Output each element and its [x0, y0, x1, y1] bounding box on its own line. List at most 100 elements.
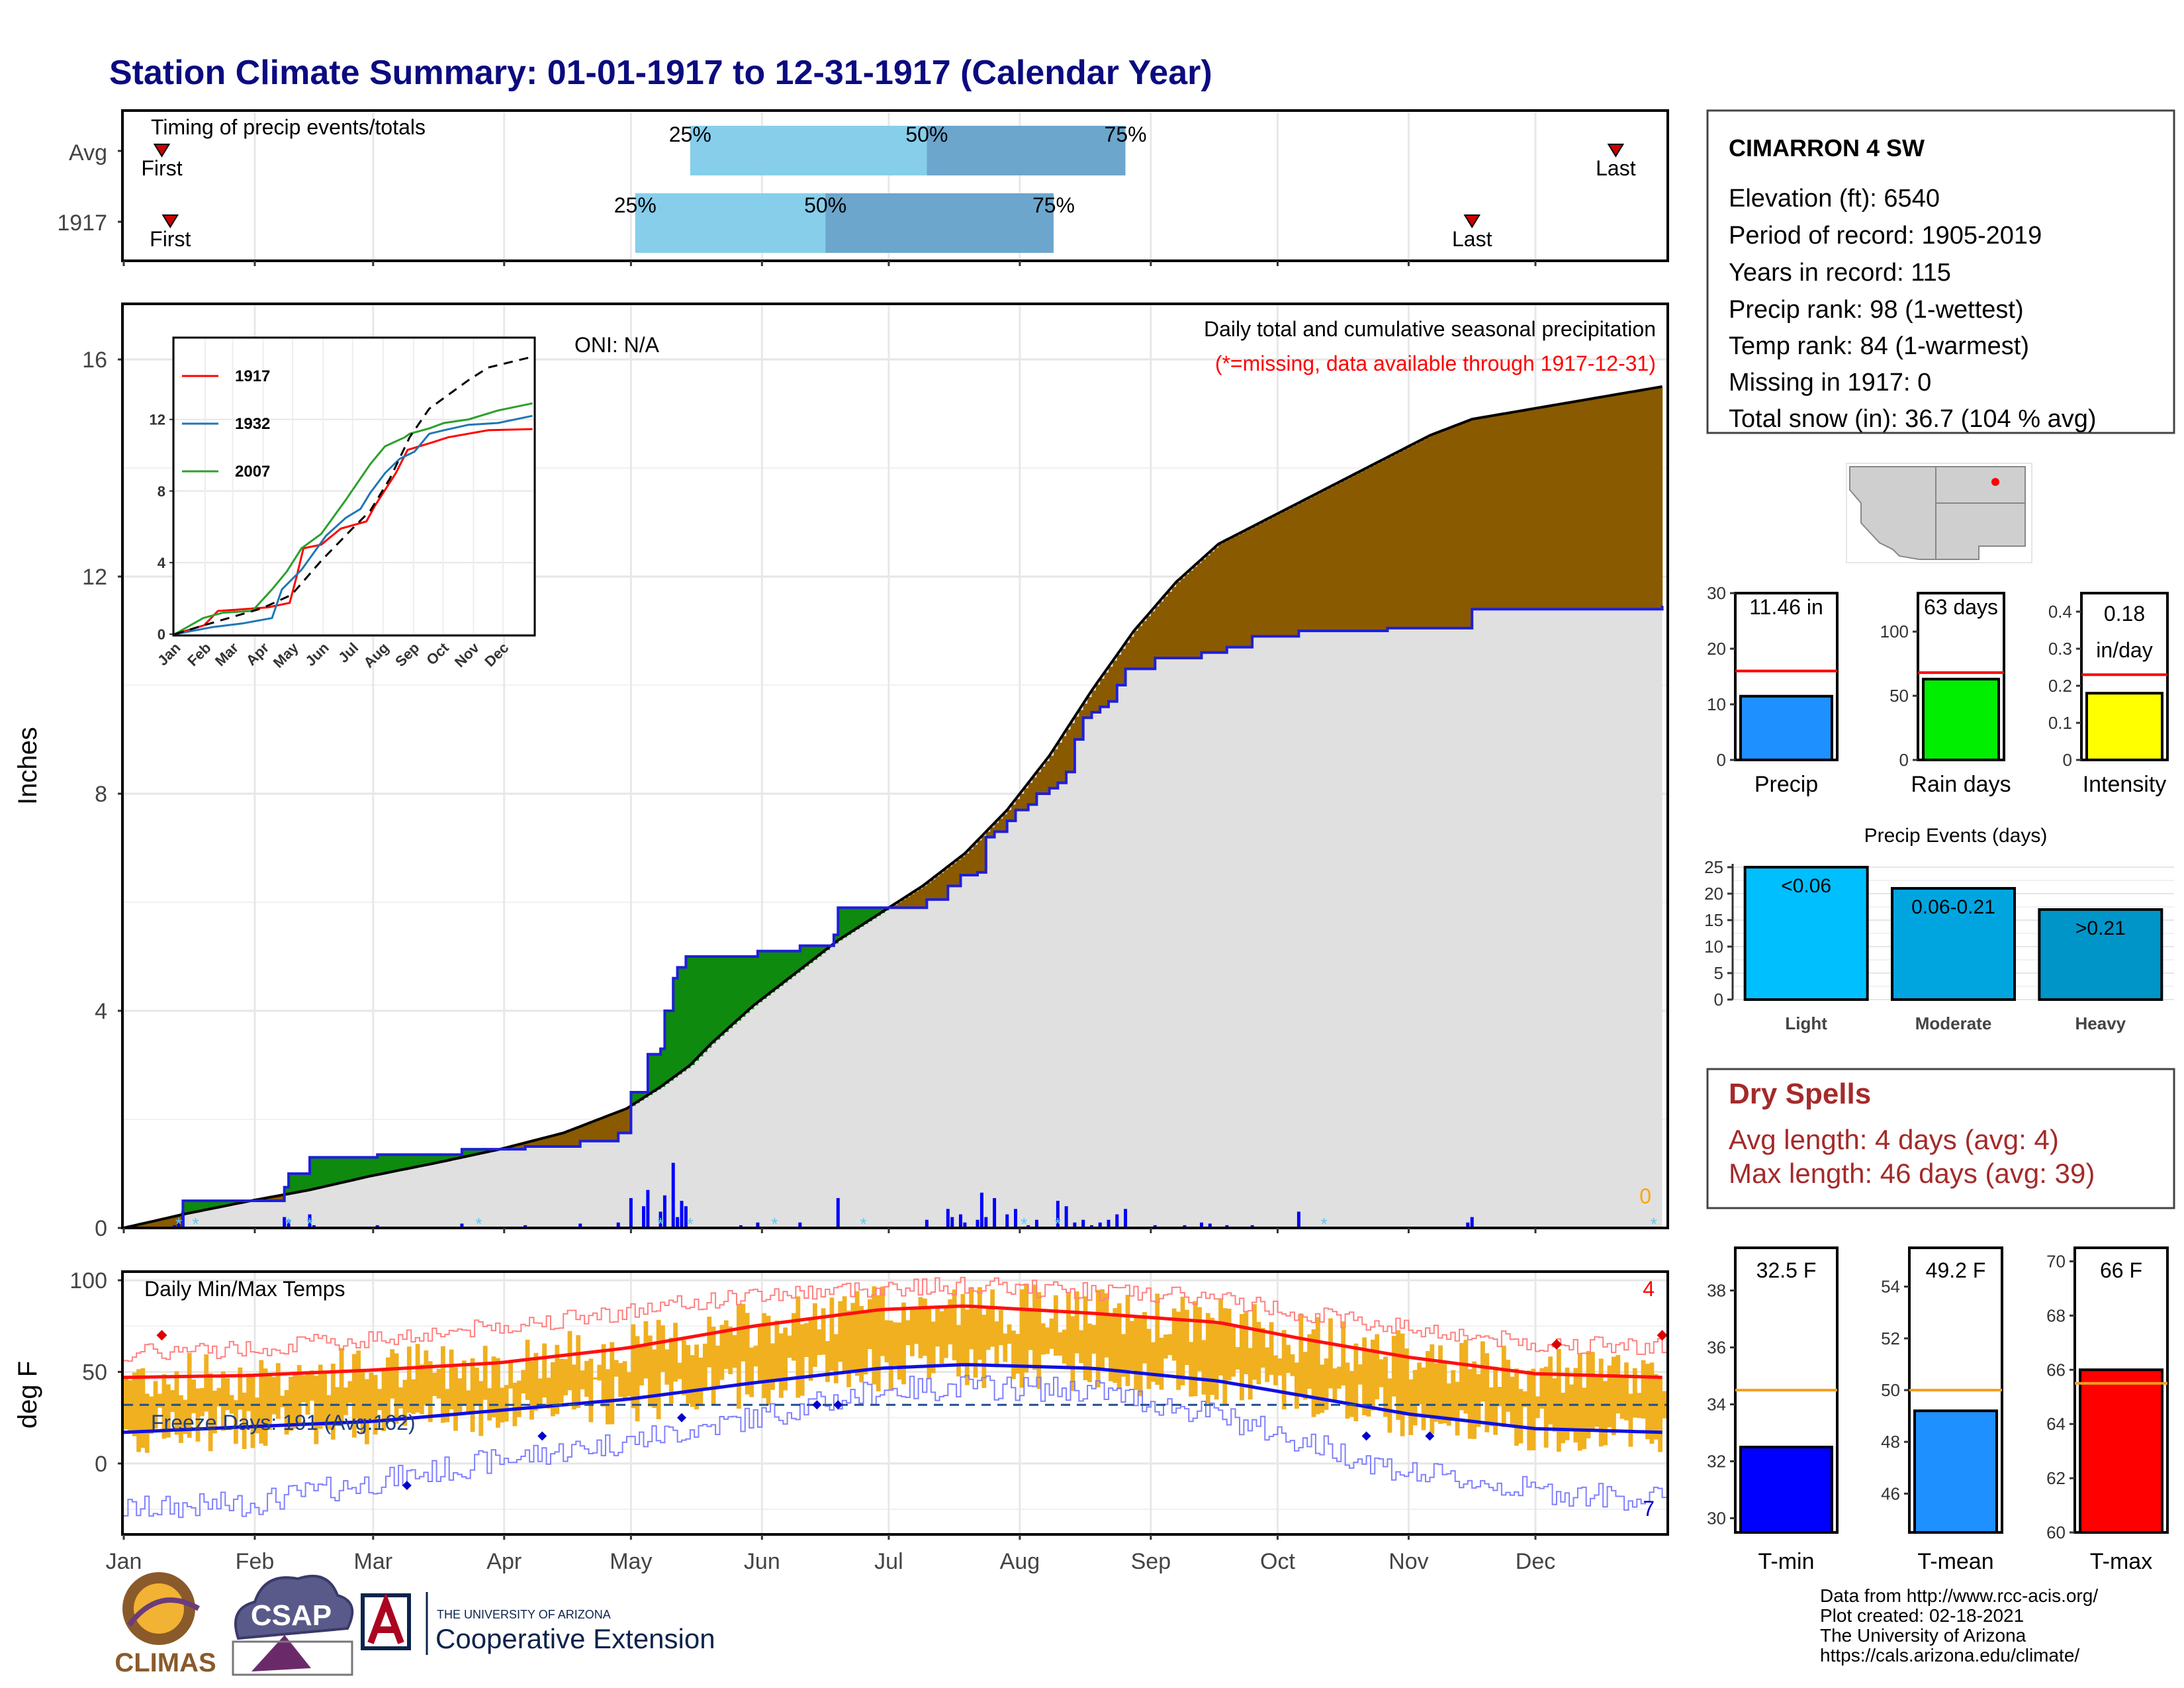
daily-precip-bar	[1005, 1214, 1009, 1228]
daily-temp-bar	[1514, 1368, 1519, 1446]
month-tick-label: Mar	[354, 1549, 393, 1574]
precip-departure-fill	[1091, 690, 1097, 712]
daily-precip-bar	[375, 1225, 379, 1228]
daily-temp-bar	[813, 1303, 817, 1367]
daily-temp-bar	[386, 1357, 390, 1421]
daily-temp-bar	[191, 1380, 196, 1413]
precip-departure-fill	[1404, 448, 1409, 628]
summary-y-tick-label: 46	[1881, 1483, 1900, 1503]
precip-departure-fill	[842, 908, 847, 938]
daily-temp-bar	[1125, 1295, 1130, 1386]
precip-departure-fill	[1113, 661, 1118, 702]
daily-temp-bar	[952, 1289, 957, 1360]
precip-departure-fill	[381, 1154, 387, 1174]
daily-temp-bar	[1054, 1295, 1058, 1356]
precip-departure-fill	[1607, 396, 1612, 610]
precip-departure-fill	[1129, 637, 1134, 669]
daily-temp-bar	[301, 1375, 306, 1403]
daily-precip-bar	[616, 1222, 620, 1228]
daily-precip-bar	[1098, 1222, 1102, 1228]
daily-temp-bar	[170, 1390, 175, 1412]
daily-precip-bar	[1034, 1219, 1038, 1228]
daily-temp-bar	[1091, 1325, 1097, 1354]
snow-marker: *	[475, 1214, 482, 1234]
climas-logo-text: CLIMAS	[114, 1648, 216, 1677]
daily-temp-bar	[1332, 1368, 1338, 1402]
precip-departure-fill	[943, 869, 948, 900]
precip-departure-fill	[402, 1154, 408, 1170]
station-years: Years in record: 115	[1729, 259, 1951, 287]
avg-tmin-line	[123, 1363, 1662, 1434]
precip-departure-fill	[935, 876, 940, 900]
precip-departure-fill	[939, 872, 944, 900]
daily-temp-bar	[1214, 1323, 1219, 1400]
precip-departure-fill	[461, 1149, 467, 1158]
daily-temp-bar	[1349, 1371, 1354, 1417]
precip-departure-fill	[618, 1111, 623, 1133]
precip-departure-fill	[310, 1157, 314, 1190]
precip-departure-fill	[1522, 410, 1527, 610]
precip-departure-fill	[386, 1154, 390, 1173]
precip-departure-fill	[267, 1197, 273, 1201]
precip-departure-fill	[296, 1174, 302, 1193]
precip-departure-fill	[1653, 388, 1659, 610]
daily-temp-bar	[1624, 1362, 1629, 1421]
daily-temp-bar	[1366, 1350, 1371, 1417]
daily-temp-bar	[1383, 1356, 1388, 1417]
daily-temp-bar	[627, 1372, 631, 1397]
precip-departure-fill	[927, 882, 932, 900]
precip-departure-fill	[293, 1174, 298, 1194]
precip-departure-fill	[140, 1224, 146, 1228]
daily-temp-bar	[216, 1387, 222, 1407]
summary-y-tick-label: 52	[1881, 1329, 1900, 1348]
daily-precip-bar	[312, 1225, 316, 1228]
summary-y-tick-label: 64	[2046, 1414, 2066, 1434]
daily-temp-bar	[1074, 1291, 1079, 1354]
precip-departure-fill	[1011, 804, 1017, 821]
precip-departure-fill	[475, 1149, 480, 1155]
daily-temp-bar	[343, 1387, 348, 1415]
daily-temp-bar	[296, 1365, 302, 1425]
precip-departure-fill	[453, 1154, 459, 1160]
timing-panel: 25% 50% 75% First Last 25% 50% 75% First Last Tim…	[57, 109, 1669, 262]
daily-temp-bar	[1543, 1366, 1549, 1448]
precip-departure-fill	[1281, 511, 1287, 637]
daily-temp-bar	[592, 1377, 598, 1380]
daily-temp-bar	[1459, 1342, 1464, 1411]
inset-y-tick-label: 4	[158, 555, 166, 571]
precip-departure-fill	[964, 853, 970, 875]
daily-temp-bar	[525, 1339, 530, 1400]
daily-temp-bar	[1163, 1335, 1168, 1359]
daily-temp-bar	[682, 1340, 686, 1395]
daily-temp-bar	[1412, 1370, 1418, 1426]
precip-departure-fill	[660, 1049, 666, 1087]
daily-temp-bar	[1121, 1334, 1126, 1377]
events-y-tick-label: 20	[1704, 884, 1723, 904]
precip-departure-fill	[1624, 393, 1629, 610]
station-precip-rank: Precip rank: 98 (1-wettest)	[1729, 296, 2024, 324]
daily-temp-bar	[1345, 1362, 1350, 1419]
month-tick-label: Nov	[1388, 1549, 1428, 1574]
precip-departure-fill	[555, 1135, 560, 1147]
record-low-marker	[676, 1413, 686, 1423]
daily-precip-bar	[1250, 1225, 1254, 1228]
record-high-count: 4	[1643, 1277, 1655, 1301]
daily-temp-bar	[1590, 1352, 1595, 1432]
station-location-marker	[1991, 478, 1999, 486]
precip-departure-fill	[436, 1154, 441, 1163]
daily-temp-bar	[234, 1400, 238, 1444]
daily-temp-bar	[1281, 1330, 1287, 1410]
precip-departure-fill	[876, 908, 881, 916]
precip-departure-fill	[369, 1157, 374, 1177]
precip-departure-fill	[1569, 402, 1574, 610]
timing-pct-label: 25%	[669, 122, 711, 146]
precip-departure-fill	[1273, 516, 1279, 637]
daily-temp-bar	[1142, 1312, 1147, 1364]
precip-departure-fill	[1573, 402, 1578, 610]
daily-temp-bar	[1028, 1307, 1033, 1350]
daily-temp-bar	[808, 1318, 813, 1381]
precip-departure-fill	[668, 1011, 674, 1081]
daily-temp-bar	[1336, 1366, 1342, 1389]
daily-temp-bar	[496, 1358, 500, 1428]
